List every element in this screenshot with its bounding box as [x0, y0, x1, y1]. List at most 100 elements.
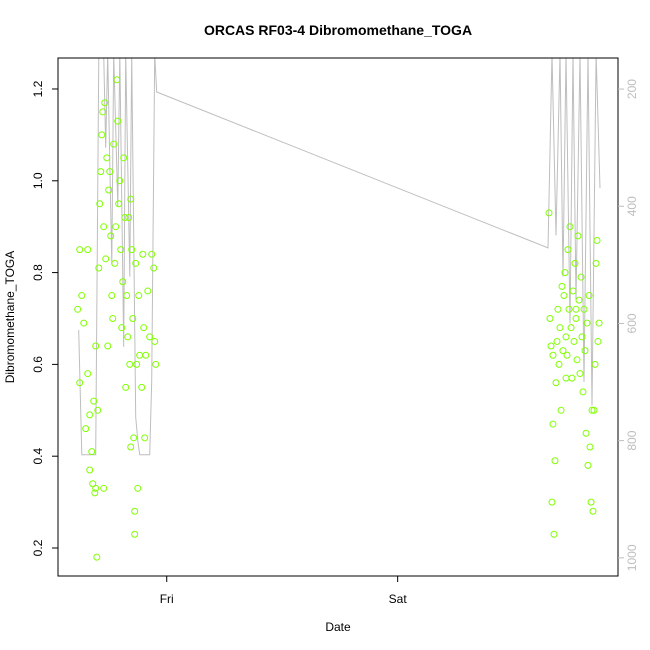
plot-area: [74, 58, 603, 561]
scatter-point: [594, 337, 602, 345]
scatter-point: [111, 259, 119, 267]
scatter-point: [93, 553, 101, 561]
scatter-point: [95, 264, 103, 272]
scatter-point: [116, 177, 124, 185]
scatter-point: [547, 342, 555, 350]
scatter-point: [131, 530, 139, 538]
scatter-point: [84, 370, 92, 378]
scatter-point: [549, 420, 557, 428]
scatter-point: [593, 236, 601, 244]
scatter-point: [551, 457, 559, 465]
scatter-point: [566, 223, 574, 231]
scatter-point: [570, 337, 578, 345]
scatter-point: [556, 324, 564, 332]
scatter-point: [107, 232, 115, 240]
scatter-point: [117, 246, 125, 254]
scatter-point: [545, 209, 553, 217]
scatter-point: [132, 259, 140, 267]
scatter-point: [91, 489, 99, 497]
scatter-point: [557, 406, 565, 414]
scatter-point: [549, 351, 557, 359]
scatter-point: [82, 425, 90, 433]
scatter-point: [580, 305, 588, 313]
scatter-point: [140, 324, 148, 332]
y2-tick-label: 600: [625, 313, 639, 333]
scatter-point: [581, 347, 589, 355]
scatter-point: [555, 360, 563, 368]
scatter-point: [92, 484, 100, 492]
y-tick-label: 1.0: [31, 172, 45, 189]
scatter-point: [96, 200, 104, 208]
y-tick-label: 0.6: [31, 356, 45, 373]
scatter-point: [565, 305, 573, 313]
scatter-point: [592, 259, 600, 267]
scatter-point: [558, 282, 566, 290]
scatter-point: [564, 246, 572, 254]
scatter-point: [102, 255, 110, 263]
scatter-point: [101, 99, 109, 107]
scatter-point: [131, 507, 139, 515]
scatter-point: [94, 406, 102, 414]
scatter-point: [74, 305, 82, 313]
x-tick-label: Sat: [389, 592, 408, 606]
scatter-point: [561, 269, 569, 277]
scatter-point: [121, 214, 129, 222]
scatter-point: [139, 250, 147, 258]
y2-tick-label: 400: [625, 196, 639, 216]
y-tick-label: 0.4: [31, 448, 45, 465]
scatter-point: [118, 324, 126, 332]
y-tick-label: 1.2: [31, 80, 45, 97]
scatter-point: [108, 292, 116, 300]
scatter-point: [589, 507, 597, 515]
scatter-point: [120, 154, 128, 162]
scatter-point: [562, 333, 570, 341]
scatter-point: [590, 406, 598, 414]
scatter-point: [146, 333, 154, 341]
scatter-point: [88, 448, 96, 456]
scatter-point: [585, 292, 593, 300]
y2-tick-label: 1000: [625, 544, 639, 571]
scatter-point: [574, 232, 582, 240]
scatter-point: [119, 278, 127, 286]
scatter-point: [84, 246, 92, 254]
scatter-point: [587, 498, 595, 506]
scatter-point: [138, 383, 146, 391]
scatter-point: [142, 351, 150, 359]
scatter-point: [578, 333, 586, 341]
scatter-point: [129, 314, 137, 322]
scatter-point: [110, 140, 118, 148]
scatter-point: [563, 351, 571, 359]
scatter-point: [572, 305, 580, 313]
scatter-point: [122, 383, 130, 391]
scatter-point: [582, 429, 590, 437]
scatter-point: [567, 324, 575, 332]
scatter-point: [562, 374, 570, 382]
scatter-point: [595, 319, 603, 327]
scatter-point: [552, 379, 560, 387]
scatter-point: [106, 168, 114, 176]
scatter-point: [573, 356, 581, 364]
y-axis-label: Dibromomethane_TOGA: [3, 251, 17, 384]
scatter-point: [150, 264, 158, 272]
scatter-point: [128, 246, 136, 254]
scatter-point: [133, 360, 141, 368]
scatter-point: [113, 76, 121, 84]
scatter-point: [559, 347, 567, 355]
scatter-point: [127, 443, 135, 451]
y2-tick-label: 200: [625, 79, 639, 99]
scatter-point: [124, 333, 132, 341]
scatter-point: [586, 443, 594, 451]
plot-frame: [57, 57, 619, 577]
scatter-point: [151, 337, 159, 345]
scatter-point: [571, 259, 579, 267]
scatter-point: [569, 287, 577, 295]
scatter-point: [99, 108, 107, 116]
scatter-point: [135, 292, 143, 300]
x-axis-label: Date: [325, 620, 351, 634]
scatter-point: [554, 305, 562, 313]
scatter-point: [550, 530, 558, 538]
scatter-point: [130, 434, 138, 442]
scatter-point: [134, 484, 142, 492]
scatter-point: [76, 379, 84, 387]
